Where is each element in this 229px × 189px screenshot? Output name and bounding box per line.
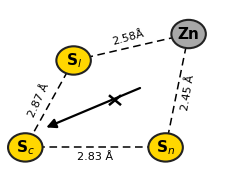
Text: 2.45 Å: 2.45 Å xyxy=(180,74,196,111)
Text: 2.58Å: 2.58Å xyxy=(110,29,144,47)
Circle shape xyxy=(8,133,42,162)
Text: S$_c$: S$_c$ xyxy=(16,138,35,157)
Text: 2.83 Å: 2.83 Å xyxy=(77,152,113,162)
Circle shape xyxy=(148,133,182,162)
Circle shape xyxy=(56,46,90,75)
Text: S$_n$: S$_n$ xyxy=(155,138,174,157)
Text: 2.87 Å: 2.87 Å xyxy=(27,81,51,119)
Text: Zn: Zn xyxy=(177,26,199,42)
Circle shape xyxy=(171,20,205,48)
Text: S$_l$: S$_l$ xyxy=(65,51,81,70)
